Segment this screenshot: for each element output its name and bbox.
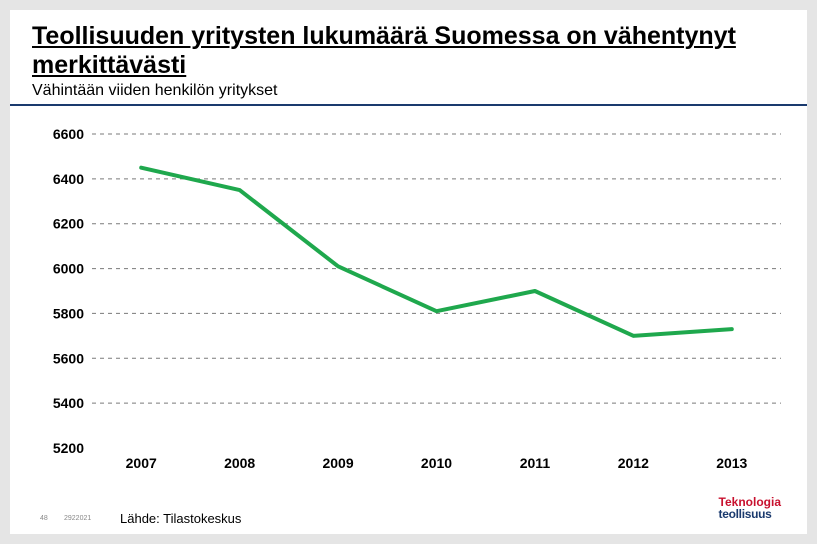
svg-text:2011: 2011 bbox=[520, 455, 551, 471]
footer-date: 2922021 bbox=[64, 515, 91, 522]
slide-title: Teollisuuden yritysten lukumäärä Suomess… bbox=[32, 22, 785, 80]
svg-text:5600: 5600 bbox=[53, 350, 84, 366]
svg-text:6200: 6200 bbox=[53, 216, 84, 232]
svg-text:6400: 6400 bbox=[53, 171, 84, 187]
slide-footer: 48 2922021 Lähde: Tilastokeskus Teknolog… bbox=[10, 498, 807, 528]
svg-text:5800: 5800 bbox=[53, 305, 84, 321]
svg-text:2008: 2008 bbox=[224, 455, 255, 471]
slide: Teollisuuden yritysten lukumäärä Suomess… bbox=[10, 10, 807, 534]
svg-text:2012: 2012 bbox=[618, 455, 649, 471]
svg-text:2009: 2009 bbox=[322, 455, 353, 471]
svg-text:6000: 6000 bbox=[53, 261, 84, 277]
logo-line2: teollisuus bbox=[719, 509, 781, 520]
svg-text:2013: 2013 bbox=[716, 455, 747, 471]
source-text: Lähde: Tilastokeskus bbox=[120, 511, 241, 526]
logo: Teknologia teollisuus bbox=[719, 497, 781, 520]
svg-text:5400: 5400 bbox=[53, 395, 84, 411]
page-number: 48 bbox=[40, 515, 48, 522]
slide-header: Teollisuuden yritysten lukumäärä Suomess… bbox=[10, 10, 807, 106]
svg-text:2007: 2007 bbox=[126, 455, 157, 471]
svg-text:5200: 5200 bbox=[53, 440, 84, 456]
svg-text:6600: 6600 bbox=[53, 128, 84, 142]
svg-text:2010: 2010 bbox=[421, 455, 452, 471]
line-chart: 5200 5400 5600 5800 6000 6200 6400 6600 2007 2008… bbox=[38, 128, 787, 474]
slide-subtitle: Vähintään viiden henkilön yritykset bbox=[32, 82, 785, 100]
chart-svg: 5200 5400 5600 5800 6000 6200 6400 6600 2007 2008… bbox=[38, 128, 787, 474]
